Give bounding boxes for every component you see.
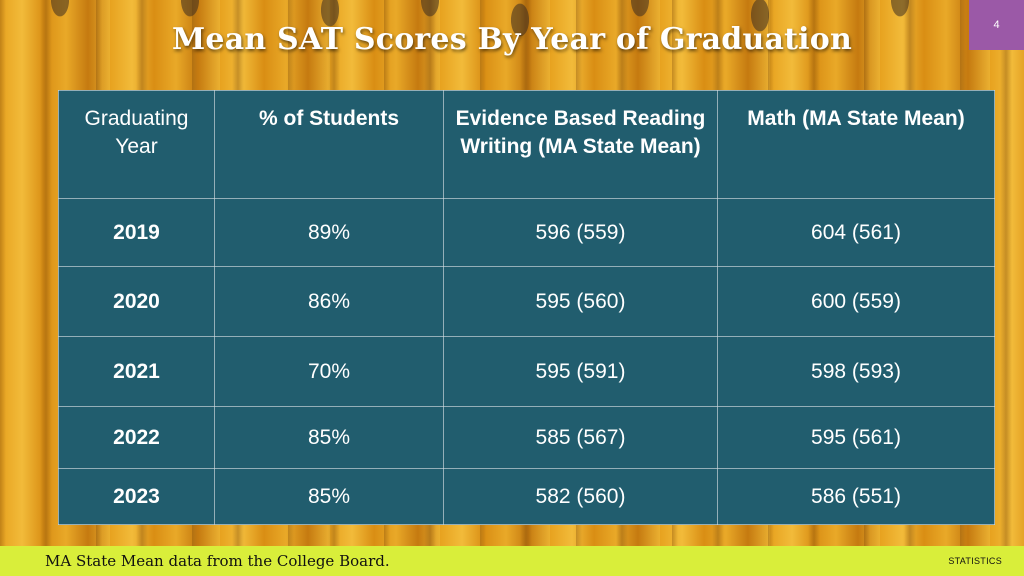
footer-section-label: STATISTICS	[948, 556, 1002, 566]
table-row: 2021 70% 595 (591) 598 (593)	[58, 336, 995, 407]
cell-ebrw: 582 (560)	[443, 468, 718, 525]
cell-year: 2019	[58, 198, 215, 267]
slide-number: 4	[969, 0, 1024, 50]
header-graduating-year: Graduating Year	[58, 90, 215, 199]
table-header-row: Graduating Year % of Students Evidence B…	[58, 90, 995, 199]
cell-year: 2021	[58, 336, 215, 407]
cell-year: 2022	[58, 406, 215, 469]
table-row: 2022 85% 585 (567) 595 (561)	[58, 406, 995, 469]
table-row: 2019 89% 596 (559) 604 (561)	[58, 198, 995, 267]
pencil-tips-decoration	[0, 0, 1024, 90]
header-percent-students: % of Students	[214, 90, 444, 199]
cell-ebrw: 595 (591)	[443, 336, 718, 407]
slide-title: Mean SAT Scores By Year of Graduation	[172, 22, 852, 57]
cell-percent: 85%	[214, 468, 444, 525]
cell-math: 595 (561)	[717, 406, 995, 469]
footer-bar: MA State Mean data from the College Boar…	[0, 546, 1024, 576]
cell-math: 598 (593)	[717, 336, 995, 407]
cell-math: 600 (559)	[717, 266, 995, 337]
header-math: Math (MA State Mean)	[717, 90, 995, 199]
sat-scores-table: Graduating Year % of Students Evidence B…	[58, 90, 995, 525]
cell-ebrw: 585 (567)	[443, 406, 718, 469]
table-row: 2020 86% 595 (560) 600 (559)	[58, 266, 995, 337]
cell-percent: 86%	[214, 266, 444, 337]
cell-year: 2020	[58, 266, 215, 337]
cell-percent: 70%	[214, 336, 444, 407]
cell-percent: 85%	[214, 406, 444, 469]
footer-note: MA State Mean data from the College Boar…	[45, 552, 390, 570]
cell-percent: 89%	[214, 198, 444, 267]
cell-ebrw: 595 (560)	[443, 266, 718, 337]
header-ebrw: Evidence Based Reading Writing (MA State…	[443, 90, 718, 199]
table-row: 2023 85% 582 (560) 586 (551)	[58, 468, 995, 525]
cell-ebrw: 596 (559)	[443, 198, 718, 267]
cell-math: 586 (551)	[717, 468, 995, 525]
cell-year: 2023	[58, 468, 215, 525]
cell-math: 604 (561)	[717, 198, 995, 267]
